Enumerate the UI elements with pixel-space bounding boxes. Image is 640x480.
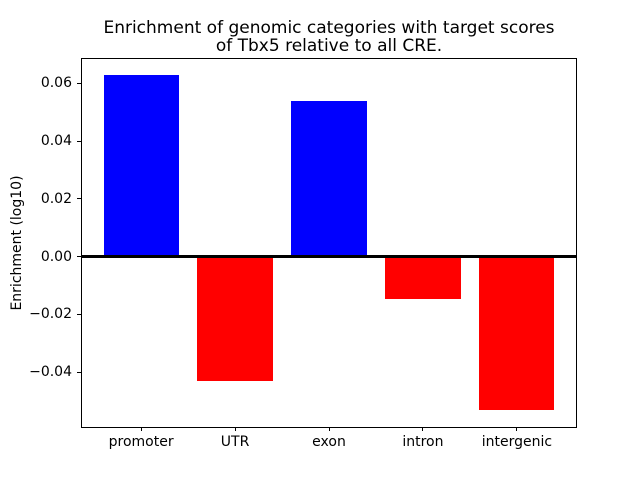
chart-title: Enrichment of genomic categories with ta… <box>81 19 577 55</box>
y-tick-label: −0.02 <box>29 306 72 323</box>
y-tick-label: 0.06 <box>40 75 72 92</box>
y-tick-label: 0.04 <box>40 133 72 150</box>
bar-intergenic <box>479 256 555 410</box>
bar-UTR <box>197 256 273 381</box>
y-tick-label: 0.02 <box>40 190 72 207</box>
y-tick-label: −0.04 <box>29 364 72 381</box>
bar-intron <box>385 256 461 299</box>
y-tick-label: 0.00 <box>40 248 72 265</box>
x-tick-mark <box>328 427 330 431</box>
y-tick-mark <box>77 198 81 200</box>
bar-promoter <box>103 74 179 257</box>
x-tick-mark <box>516 427 518 431</box>
y-tick-mark <box>77 313 81 315</box>
x-tick-label-intergenic: intergenic <box>481 434 553 450</box>
y-tick-mark <box>77 82 81 84</box>
x-tick-mark <box>422 427 424 431</box>
chart-title-line2: of Tbx5 relative to all CRE. <box>215 36 443 56</box>
zero-line <box>81 255 577 259</box>
x-tick-mark <box>234 427 236 431</box>
chart-title-line1: Enrichment of genomic categories with ta… <box>103 18 555 38</box>
bar-exon <box>291 100 367 257</box>
y-tick-mark <box>77 371 81 373</box>
x-tick-label-exon: exon <box>312 434 346 450</box>
y-tick-mark <box>77 256 81 258</box>
y-tick-mark <box>77 140 81 142</box>
x-tick-label-intron: intron <box>402 434 444 450</box>
x-tick-mark <box>140 427 142 431</box>
x-tick-label-UTR: UTR <box>220 434 250 450</box>
x-tick-label-promoter: promoter <box>108 434 174 450</box>
